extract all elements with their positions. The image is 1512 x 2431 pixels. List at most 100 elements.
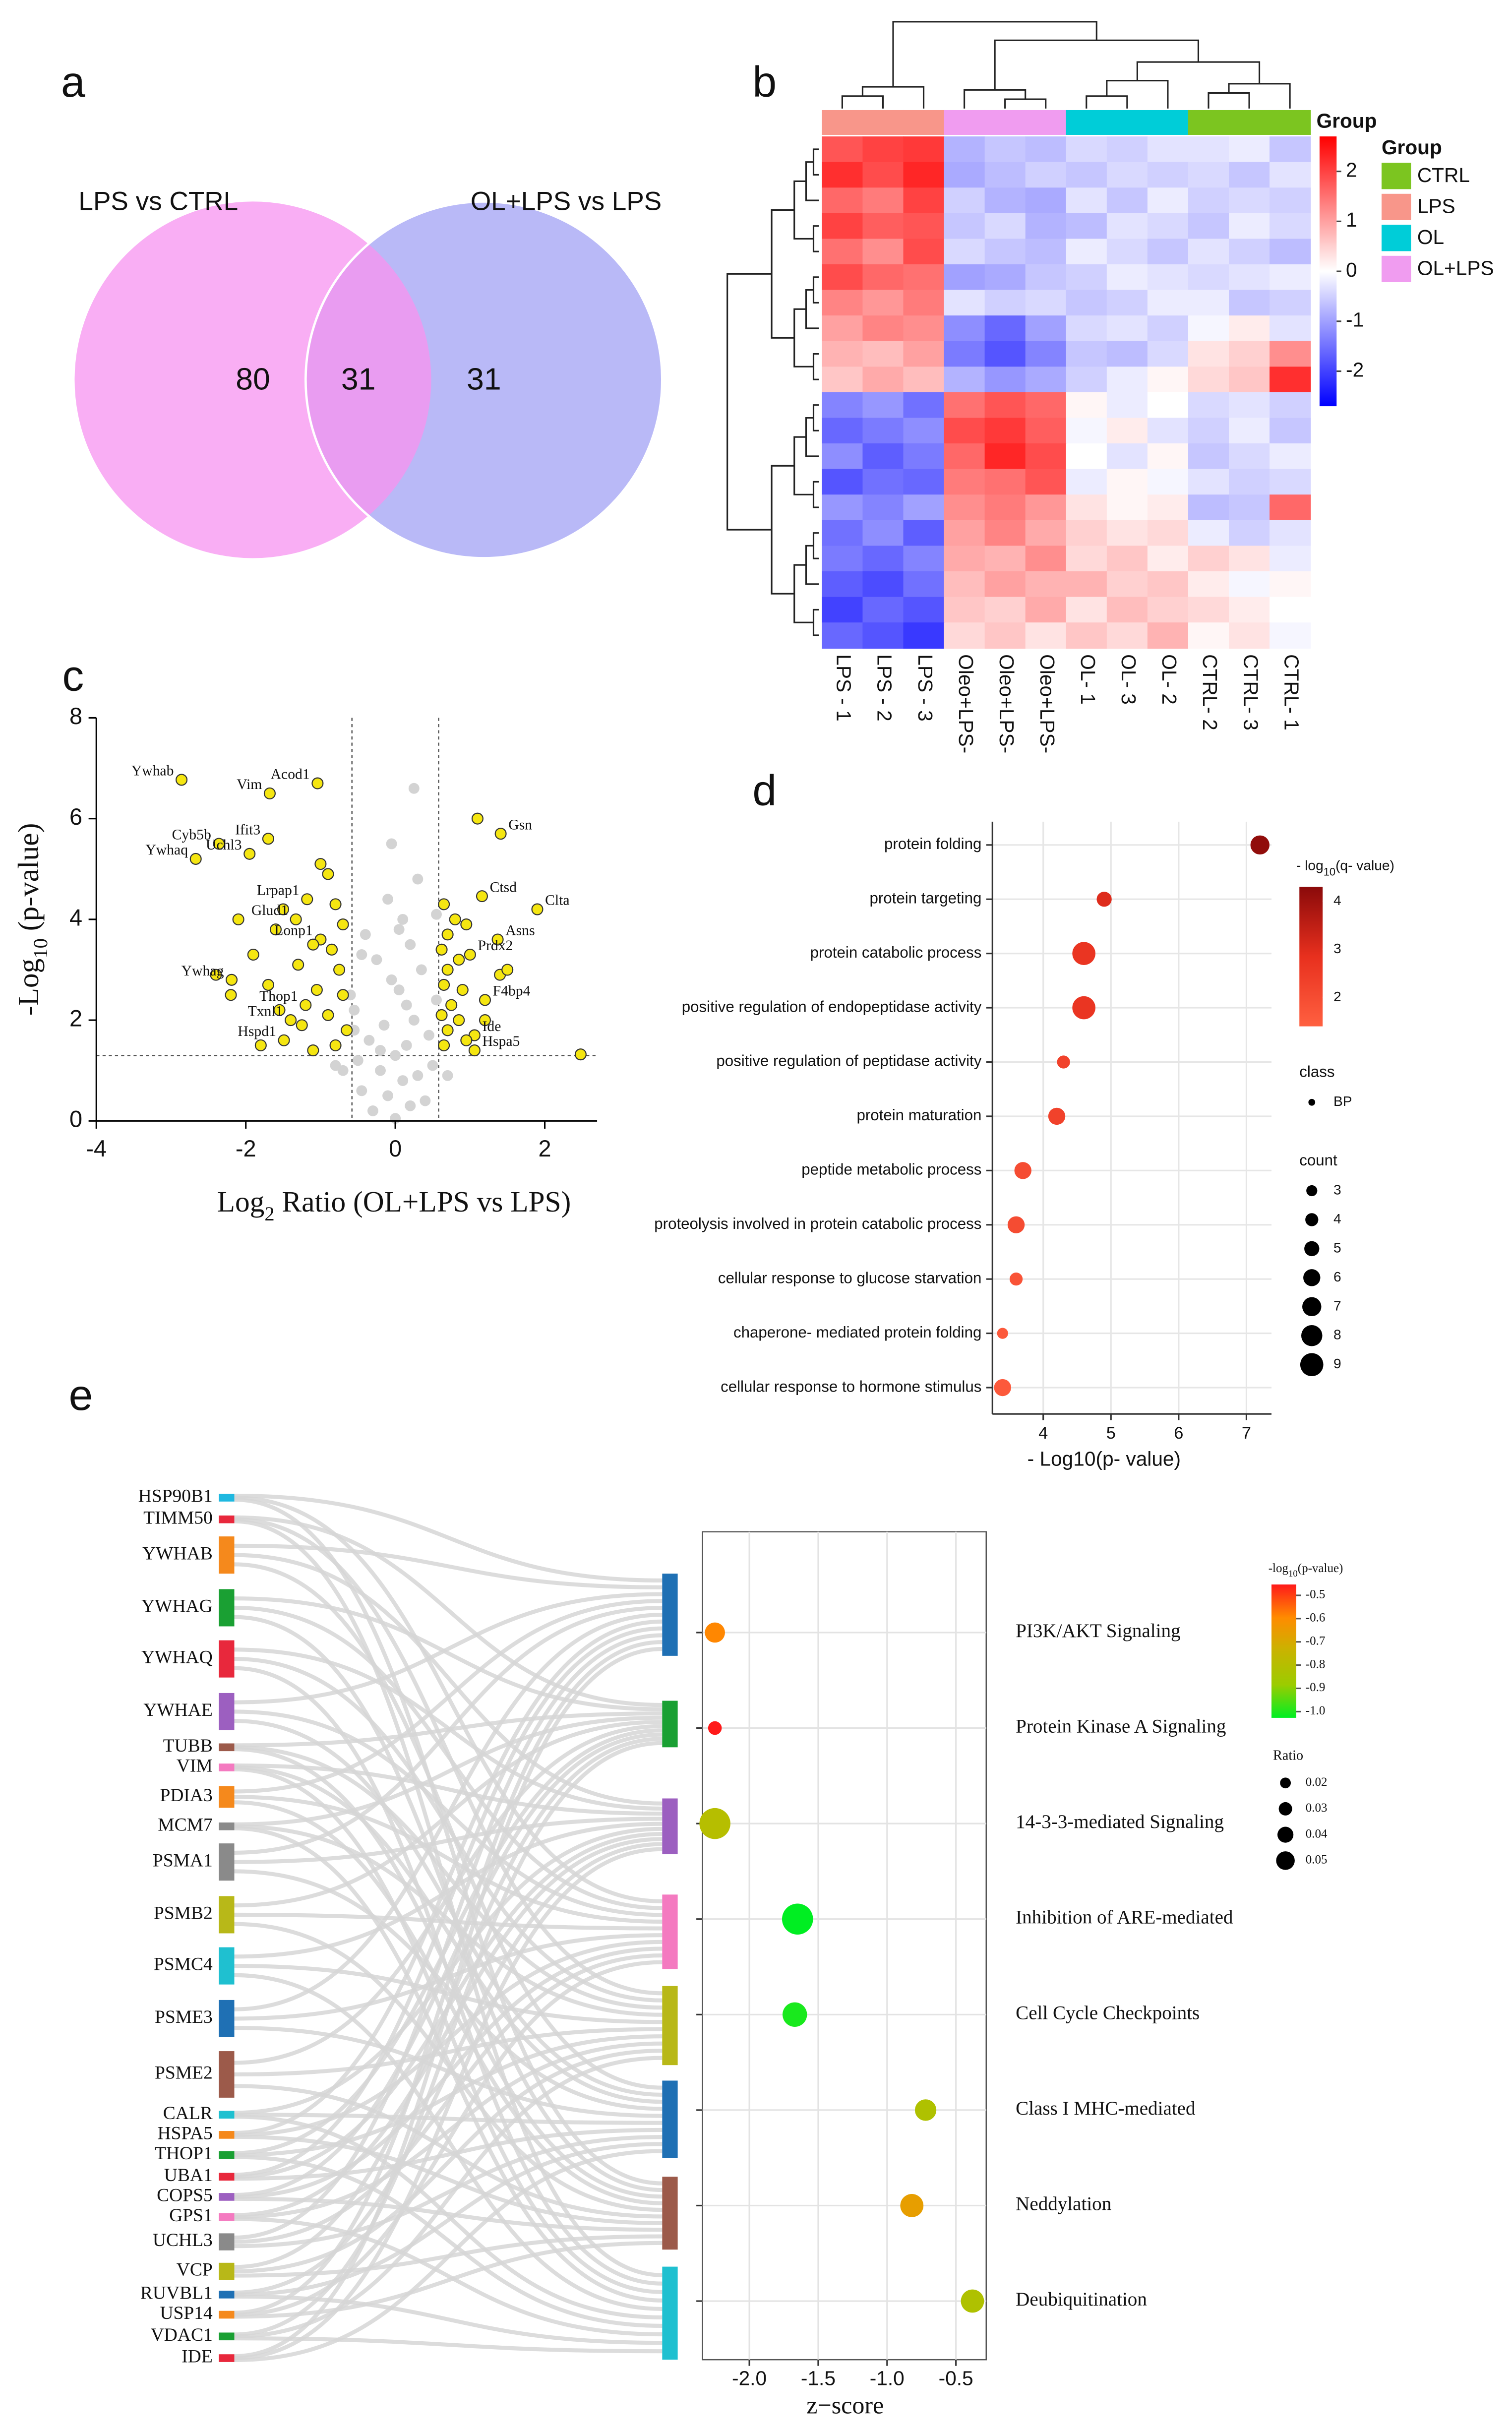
gene-node bbox=[219, 1947, 235, 1985]
heatmap-cell bbox=[1270, 571, 1311, 598]
point bbox=[278, 1034, 290, 1046]
pathway-node bbox=[662, 2266, 678, 2360]
heatmap-cell bbox=[903, 443, 945, 470]
heatmap-cell bbox=[862, 341, 904, 367]
dot bbox=[1072, 942, 1095, 965]
dot bbox=[1007, 1216, 1025, 1233]
colorbar-label: 2 bbox=[1333, 989, 1341, 1004]
legend-label: 0.02 bbox=[1306, 1775, 1328, 1789]
heatmap-cell bbox=[1106, 469, 1149, 495]
legend-title-part: (p-value) bbox=[1298, 1562, 1343, 1575]
flow-link bbox=[234, 1741, 663, 2337]
heatmap-cell bbox=[944, 239, 985, 265]
heatmap-cell bbox=[1188, 213, 1230, 240]
dot bbox=[705, 1622, 725, 1643]
point bbox=[382, 1090, 393, 1101]
point bbox=[574, 1048, 587, 1061]
x-axis-label: - Log10(p- value) bbox=[1028, 1448, 1181, 1470]
heatmap-cell bbox=[1147, 213, 1189, 240]
heatmap-cell bbox=[903, 520, 945, 547]
x-tick-label: -2.0 bbox=[732, 2367, 767, 2390]
gene-label: PSME2 bbox=[155, 2063, 213, 2083]
y-axis-label-part: (p-value) bbox=[12, 823, 45, 938]
heatmap-cell bbox=[1106, 239, 1149, 265]
heatmap-cell bbox=[944, 213, 985, 240]
flow-link bbox=[234, 2149, 663, 2363]
dendrogram bbox=[771, 209, 794, 339]
heatmap-cell bbox=[862, 469, 904, 495]
point bbox=[254, 1039, 267, 1051]
gene-label: YWHAE bbox=[143, 1700, 213, 1720]
category-label: protein catabolic process bbox=[810, 944, 982, 961]
point-label: Gsn bbox=[508, 817, 532, 833]
legend-title-part: - log bbox=[1296, 858, 1324, 873]
group-cell bbox=[1229, 110, 1270, 135]
x-tick-label: 6 bbox=[1174, 1424, 1183, 1443]
heatmap-cell bbox=[822, 162, 863, 188]
column-label: Oleo+LPS- bbox=[995, 654, 1018, 753]
flow-link bbox=[234, 1626, 663, 2177]
heatmap-cell bbox=[1188, 571, 1230, 598]
point bbox=[416, 964, 427, 975]
heatmap-cell bbox=[903, 597, 945, 623]
heatmap-cell bbox=[944, 315, 985, 342]
heatmap-cell bbox=[1188, 239, 1230, 265]
heatmap-cell bbox=[1025, 469, 1067, 495]
heatmap-cell bbox=[1066, 418, 1108, 444]
heatmap-cell bbox=[1147, 239, 1189, 265]
dendrogram bbox=[793, 564, 814, 623]
point bbox=[247, 948, 259, 961]
point-label: Thop1 bbox=[259, 988, 298, 1004]
legend-label: 5 bbox=[1333, 1240, 1341, 1255]
heatmap-cell bbox=[1106, 520, 1149, 547]
legend-title-part: 10 bbox=[1324, 866, 1335, 878]
point bbox=[329, 898, 342, 911]
heatmap-cell bbox=[944, 392, 985, 419]
gene-label: COPS5 bbox=[157, 2186, 213, 2206]
point bbox=[307, 938, 319, 951]
point-label: Asns bbox=[505, 923, 535, 939]
y-tick-label: 2 bbox=[69, 1005, 82, 1031]
colorbar-label: -0.9 bbox=[1306, 1681, 1326, 1694]
heatmap-cell bbox=[1025, 392, 1067, 419]
flow-link bbox=[234, 2241, 663, 2319]
legend-label: 0.05 bbox=[1306, 1853, 1328, 1867]
gene-label: USP14 bbox=[160, 2303, 213, 2323]
dendrogram bbox=[812, 532, 819, 559]
dot bbox=[1048, 1107, 1066, 1125]
flow-link bbox=[234, 2135, 663, 2249]
legend-swatch bbox=[1381, 193, 1411, 220]
dot bbox=[914, 2099, 937, 2121]
point-label: Cyb5b bbox=[172, 827, 211, 843]
heatmap-cell bbox=[1188, 494, 1230, 521]
legend-label: 6 bbox=[1333, 1269, 1341, 1284]
heatmap-cell bbox=[1025, 162, 1067, 188]
heatmap-cell bbox=[1229, 520, 1270, 547]
heatmap-cell bbox=[944, 622, 985, 649]
x-tick-label: -2 bbox=[236, 1136, 256, 1161]
gene-node bbox=[219, 2193, 235, 2201]
heatmap-cell bbox=[984, 341, 1026, 367]
heatmap-cell bbox=[822, 341, 863, 367]
legend-label: 0.04 bbox=[1306, 1827, 1328, 1840]
gene-node bbox=[219, 1515, 235, 1523]
legend-dot bbox=[1303, 1269, 1321, 1286]
flow-link bbox=[234, 1837, 663, 2217]
heatmap-cell bbox=[862, 187, 904, 214]
heatmap-cell bbox=[1188, 315, 1230, 342]
legend-label: BP bbox=[1333, 1094, 1352, 1109]
pathway-node bbox=[662, 1894, 678, 1969]
dendrogram bbox=[1106, 80, 1169, 109]
point-label: Ctsd bbox=[490, 879, 517, 895]
gene-node bbox=[219, 2332, 235, 2341]
heatmap-cell bbox=[1270, 469, 1311, 495]
heatmap-cell bbox=[944, 418, 985, 444]
category-label: proteolysis involved in protein cataboli… bbox=[654, 1215, 981, 1232]
point bbox=[349, 1004, 360, 1016]
heatmap-cell bbox=[984, 366, 1026, 393]
point bbox=[243, 848, 256, 860]
point bbox=[401, 999, 412, 1011]
panel-letter: d bbox=[752, 766, 777, 815]
column-label: CTRL- 1 bbox=[1280, 654, 1303, 730]
gene-node bbox=[219, 2213, 235, 2221]
